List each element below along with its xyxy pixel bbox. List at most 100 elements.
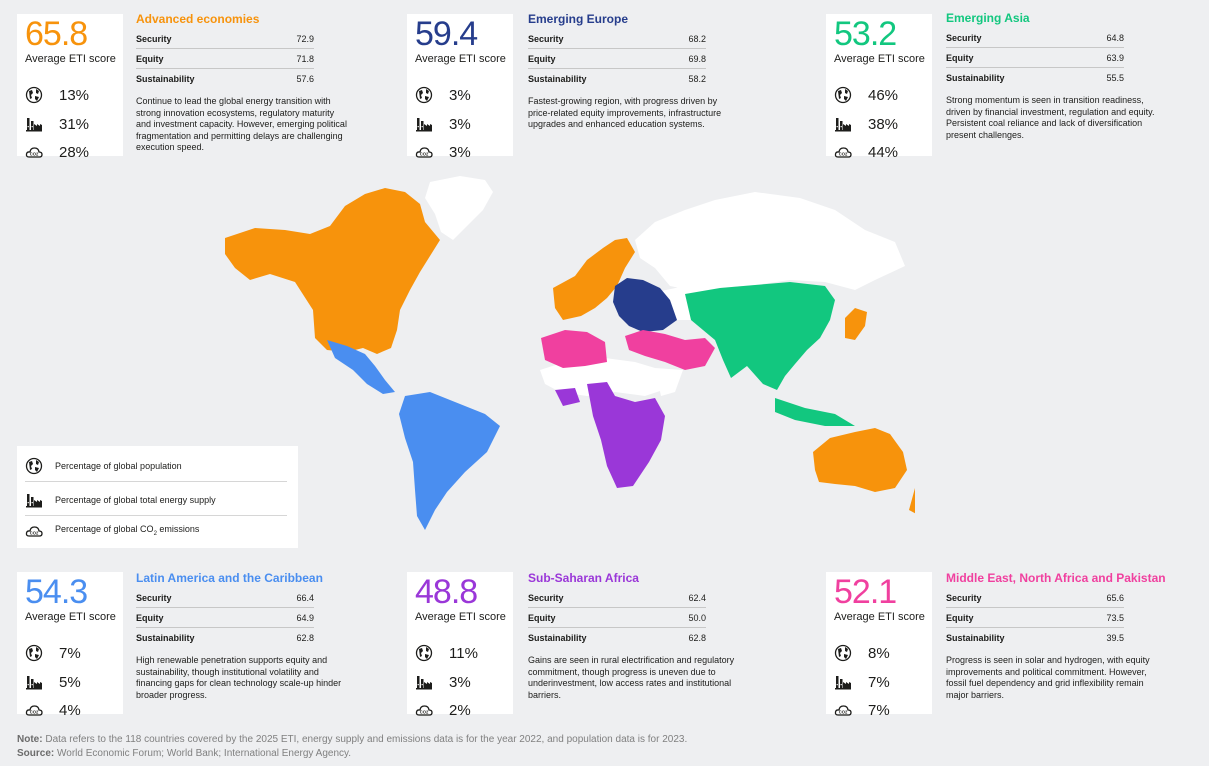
metric-label: Security	[946, 592, 982, 603]
region-detail-advanced: Advanced economies Security 72.9 Equity 71…	[136, 12, 347, 154]
map-emerging-europe	[613, 278, 677, 332]
region-title: Emerging Europe	[528, 12, 629, 26]
score-card-latam: 54.3 Average ETI score 7% 5% 4%	[17, 572, 123, 719]
co2-cloud-icon	[834, 143, 852, 161]
region-description: Fastest-growing region, with progress dr…	[528, 96, 722, 129]
stat-population-value: 3%	[449, 86, 471, 104]
world-map	[225, 176, 915, 530]
metric-equity: Equity 69.8	[528, 49, 706, 69]
stat-population: 11%	[415, 644, 478, 662]
metric-label: Sustainability	[946, 72, 1005, 83]
map-advanced-north-america	[225, 188, 440, 354]
map-advanced-australia	[813, 428, 907, 492]
globe-icon	[834, 86, 852, 104]
eti-score-label: Average ETI score	[25, 611, 116, 623]
stat-energy_supply: 7%	[834, 673, 890, 691]
metric-label: Equity	[946, 612, 974, 623]
globe-icon	[25, 86, 43, 104]
eti-score: 48.8	[415, 573, 478, 611]
metric-label: Equity	[136, 612, 164, 623]
legend-row-population: Percentage of global population	[25, 450, 287, 482]
globe-icon	[415, 644, 433, 662]
eti-score-label: Average ETI score	[25, 53, 116, 65]
stat-energy_supply: 5%	[25, 673, 81, 691]
eti-score: 52.1	[834, 573, 897, 611]
map-advanced-europe	[553, 238, 635, 320]
factory-icon	[834, 115, 852, 133]
factory-icon	[25, 673, 43, 691]
metric-label: Security	[528, 592, 564, 603]
legend-emissions-suffix: emissions	[156, 524, 200, 535]
factory-icon	[415, 115, 433, 133]
region-title: Sub-Saharan Africa	[528, 571, 639, 585]
region-detail-emerging_asia: Emerging Asia Security 64.8 Equity 63.9 Su…	[946, 11, 1154, 153]
legend-emissions-label: Percentage of global CO2 emissions	[55, 524, 199, 537]
region-detail-latam: Latin America and the Caribbean Security…	[136, 571, 341, 713]
metric-label: Equity	[136, 53, 164, 64]
metric-label: Security	[136, 33, 172, 44]
score-card-ssa: 48.8 Average ETI score 11% 3% 2%	[407, 572, 513, 719]
stat-emissions: 7%	[834, 701, 890, 719]
metric-sustainability: Sustainability 58.2	[528, 69, 706, 88]
map-unclassified-africa-west	[540, 358, 663, 396]
metric-equity: Equity 64.9	[136, 608, 314, 628]
eti-score: 65.8	[25, 15, 88, 53]
region-detail-ssa: Sub-Saharan Africa Security 62.4 Equity 50…	[528, 571, 734, 713]
metric-sustainability: Sustainability 55.5	[946, 68, 1124, 87]
footer-source: Source: World Economic Forum; World Bank…	[17, 748, 351, 759]
metric-value: 65.6	[1106, 592, 1124, 603]
stat-energy_supply-value: 3%	[449, 673, 471, 691]
legend-row-emissions: Percentage of global CO2 emissions	[25, 515, 287, 546]
stat-population-value: 11%	[449, 644, 478, 662]
region-description: Progress is seen in solar and hydrogen, …	[946, 655, 1150, 700]
stat-population: 3%	[415, 86, 471, 104]
eti-score: 53.2	[834, 15, 897, 53]
legend-emissions-prefix: Percentage of global CO	[55, 524, 154, 535]
map-advanced-new-zealand	[909, 488, 915, 514]
stat-emissions-value: 3%	[449, 143, 471, 161]
stat-emissions: 3%	[415, 143, 471, 161]
eti-score: 54.3	[25, 573, 88, 611]
legend: Percentage of global population Percenta…	[17, 446, 298, 548]
map-emerging-asia-islands	[775, 398, 855, 426]
metric-value: 72.9	[296, 33, 314, 44]
eti-score-label: Average ETI score	[834, 611, 925, 623]
metric-value: 50.0	[688, 612, 706, 623]
score-card-menap: 52.1 Average ETI score 8% 7% 7%	[826, 572, 932, 719]
footer-note: Note: Data refers to the 118 countries c…	[17, 734, 687, 745]
stat-emissions-value: 4%	[59, 701, 81, 719]
metric-value: 62.8	[688, 632, 706, 643]
metric-security: Security 65.6	[946, 588, 1124, 608]
metric-value: 58.2	[688, 73, 706, 84]
metric-label: Security	[946, 32, 982, 43]
stat-energy_supply-value: 5%	[59, 673, 81, 691]
metric-value: 66.4	[296, 592, 314, 603]
stat-energy_supply: 38%	[834, 115, 898, 133]
note-text: Data refers to the 118 countries covered…	[42, 734, 688, 745]
metric-label: Sustainability	[136, 73, 195, 84]
metric-security: Security 62.4	[528, 588, 706, 608]
metric-sustainability: Sustainability 62.8	[136, 628, 314, 647]
metric-value: 69.8	[688, 53, 706, 64]
eti-score: 59.4	[415, 15, 478, 53]
co2-cloud-icon	[834, 701, 852, 719]
stat-energy_supply: 3%	[415, 115, 471, 133]
stat-population: 7%	[25, 644, 81, 662]
stat-population-value: 13%	[59, 86, 90, 104]
score-card-advanced: 65.8 Average ETI score 13% 31% 28%	[17, 14, 123, 161]
stat-emissions: 4%	[25, 701, 81, 719]
metric-equity: Equity 63.9	[946, 48, 1124, 68]
region-description: Gains are seen in rural electrification …	[528, 655, 735, 700]
metric-equity: Equity 50.0	[528, 608, 706, 628]
stat-emissions-value: 28%	[59, 143, 90, 161]
factory-icon	[25, 491, 43, 509]
metric-value: 68.2	[688, 33, 706, 44]
map-unclassified-horn	[655, 368, 683, 396]
metric-sustainability: Sustainability 57.6	[136, 69, 314, 88]
map-unclassified-greenland	[425, 176, 493, 240]
stat-energy_supply-value: 31%	[59, 115, 90, 133]
globe-icon	[415, 86, 433, 104]
co2-cloud-icon	[25, 522, 43, 540]
stat-population-value: 7%	[59, 644, 81, 662]
source-text: World Economic Forum; World Bank; Intern…	[54, 748, 352, 759]
